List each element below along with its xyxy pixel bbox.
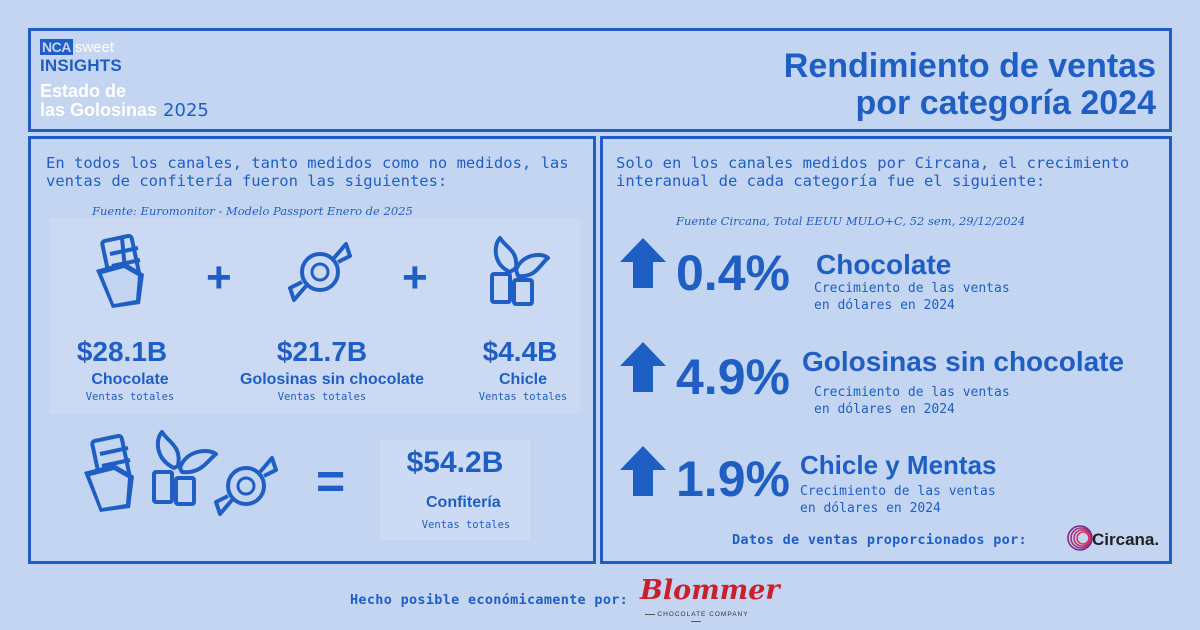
- sponsor-credit-text: Hecho posible económicamente por:: [350, 592, 629, 608]
- gum-mint-growth-value: 1.9%: [676, 451, 790, 507]
- left-source-note: Fuente: Euromonitor - Modelo Passport En…: [92, 204, 413, 218]
- gum-mint-icon: [490, 236, 550, 306]
- gum-label: Chicle: [498, 371, 547, 388]
- up-arrow-icon: [620, 342, 666, 392]
- plus-sign-2: +: [402, 253, 428, 302]
- non-chocolate-growth-sub: Crecimiento de las ventas en dólares en …: [814, 385, 1010, 419]
- gum-mint-growth-label: Chicle y Mentas: [800, 450, 997, 480]
- chocolate-growth-sub-1: Crecimiento de las ventas: [814, 281, 1010, 296]
- plus-sign-1: +: [206, 253, 232, 302]
- title-line-1: Rendimiento de ventas: [783, 47, 1156, 85]
- left-panel-frame: [28, 136, 596, 564]
- non-chocolate-label: Golosinas sin chocolate: [239, 371, 425, 388]
- subtitle-line-2: las Golosinas: [40, 99, 158, 120]
- chocolate-label: Chocolate: [91, 371, 169, 388]
- data-credit-text: Datos de ventas proporcionados por:: [732, 532, 1027, 548]
- circana-logo-icon: [1067, 525, 1093, 551]
- total-sub: Ventas totales: [421, 519, 511, 531]
- wrapped-candy-icon: [288, 242, 352, 302]
- up-arrow-icon: [620, 446, 666, 496]
- report-subtitle: Estado de las Golosinas 2025: [40, 82, 209, 121]
- right-intro-text: Solo en los canales medidos por Circana,…: [616, 154, 1130, 190]
- non-chocolate-sales-value: $21.7B: [276, 336, 368, 367]
- logo-insights: INSIGHTS: [40, 56, 122, 75]
- gum-mint-growth-sub-1: Crecimiento de las ventas: [800, 484, 996, 499]
- non-chocolate-sub: Ventas totales: [277, 391, 367, 403]
- blommer-logo: Blommer: [640, 575, 780, 606]
- categories-background: [50, 218, 580, 414]
- right-panel-frame: [600, 136, 1172, 564]
- logo-sweet: sweet: [74, 39, 115, 56]
- chocolate-growth-label: Chocolate: [816, 249, 952, 280]
- total-background: [380, 440, 530, 540]
- right-source-note: Fuente Circana, Total EEUU MULO+C, 52 se…: [676, 214, 1026, 228]
- total-sales-value: $54.2B: [406, 446, 504, 479]
- total-label: Confitería: [426, 494, 501, 511]
- gum-sub: Ventas totales: [478, 391, 568, 403]
- blommer-logo-subtitle: CHOCOLATE COMPANY: [640, 611, 752, 625]
- non-chocolate-growth-sub-1: Crecimiento de las ventas: [814, 385, 1010, 400]
- circana-logo-text: Circana.: [1092, 530, 1160, 549]
- logo-nca: NCA: [40, 39, 73, 55]
- chocolate-sub: Ventas totales: [85, 391, 175, 403]
- up-arrow-icon: [620, 238, 666, 288]
- combined-confectionery-icon: [84, 430, 278, 516]
- non-chocolate-growth-value: 4.9%: [676, 349, 790, 405]
- page-title: Rendimiento de ventas por categoría 2024: [784, 48, 1156, 121]
- nca-sweet-insights-logo: NCA sweet INSIGHTS: [40, 39, 122, 75]
- left-intro-text: En todos los canales, tanto medidos como…: [46, 154, 569, 190]
- title-line-2: por categoría 2024: [855, 83, 1156, 122]
- subtitle-line-1: Estado de: [40, 81, 127, 101]
- chocolate-bar-icon: [96, 233, 144, 308]
- chocolate-growth-sub-2: en dólares en 2024: [814, 297, 955, 313]
- subtitle-year: 2025: [163, 99, 209, 121]
- gum-mint-growth-sub-2: en dólares en 2024: [800, 500, 941, 516]
- non-chocolate-growth-sub-2: en dólares en 2024: [814, 401, 955, 417]
- chocolate-sales-value: $28.1B: [76, 336, 168, 367]
- chocolate-growth-value: 0.4%: [676, 245, 790, 301]
- gum-sales-value: $4.4B: [482, 336, 558, 367]
- equals-sign: =: [316, 453, 346, 509]
- chocolate-growth-sub: Crecimiento de las ventas en dólares en …: [814, 281, 1010, 315]
- header-frame: [28, 28, 1172, 132]
- gum-mint-growth-sub: Crecimiento de las ventas en dólares en …: [800, 484, 996, 518]
- non-chocolate-growth-label: Golosinas sin chocolate: [802, 346, 1125, 377]
